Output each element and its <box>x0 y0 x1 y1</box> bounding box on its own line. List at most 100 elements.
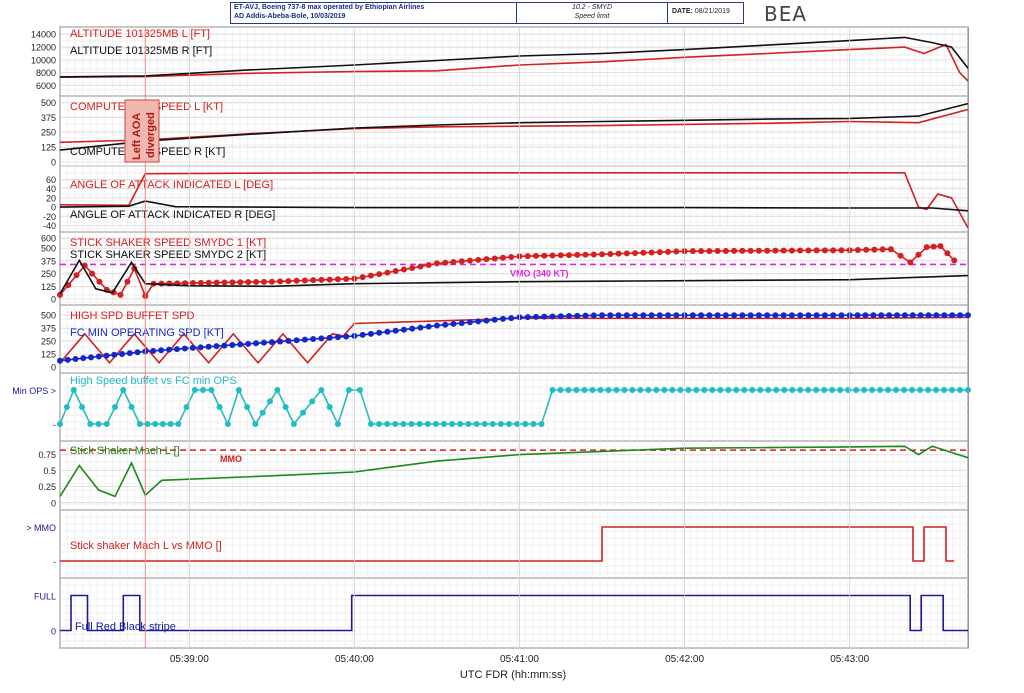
y-tick-label: 12000 <box>31 43 56 53</box>
data-point <box>733 387 740 393</box>
data-point <box>821 247 828 254</box>
y-tick-label: 250 <box>41 269 56 279</box>
series-label: ANGLE OF ATTACK INDICATED R [DEG] <box>70 209 275 221</box>
data-point <box>221 342 228 349</box>
data-point <box>158 347 165 354</box>
data-point <box>409 264 416 271</box>
data-point <box>722 247 729 254</box>
series-label: HIGH SPD BUFFET SPD <box>70 310 195 322</box>
data-point <box>237 279 244 286</box>
data-point <box>861 387 868 393</box>
data-point <box>949 387 956 393</box>
data-point <box>685 387 692 393</box>
data-point <box>310 277 317 284</box>
data-point <box>623 312 630 319</box>
y-tick-label: 0 <box>51 158 56 168</box>
data-point <box>877 387 884 393</box>
y-tick-label: 500 <box>41 311 56 321</box>
data-point <box>252 421 259 427</box>
data-point <box>326 404 333 410</box>
data-point <box>755 312 762 319</box>
data-point <box>533 252 540 259</box>
data-point <box>259 409 266 416</box>
data-point <box>318 387 325 393</box>
data-point <box>260 339 267 346</box>
data-point <box>599 312 606 319</box>
data-point <box>400 326 407 333</box>
data-point <box>229 279 236 286</box>
data-point <box>189 280 196 287</box>
data-point <box>739 247 746 254</box>
data-point <box>213 279 220 286</box>
data-point <box>359 274 366 281</box>
data-point <box>533 313 540 320</box>
data-point <box>717 387 724 393</box>
series-label: STICK SHAKER SPEED SMYDC 2 [KT] <box>70 249 266 261</box>
y-tick-label: 8000 <box>36 68 56 78</box>
data-point <box>709 387 716 393</box>
y-tick-label: 0.5 <box>43 466 56 476</box>
data-point <box>356 387 363 393</box>
data-point <box>274 387 281 393</box>
data-point <box>301 336 308 343</box>
y-tick-label: 125 <box>41 143 56 153</box>
data-point <box>541 313 548 320</box>
data-point <box>885 387 892 393</box>
y-tick-label: 125 <box>41 350 56 360</box>
data-point <box>648 312 655 319</box>
data-point <box>183 404 190 410</box>
data-point <box>615 250 622 257</box>
y-tick-label: 0 <box>51 627 56 637</box>
series-line <box>59 387 968 427</box>
data-point <box>409 325 416 332</box>
data-point <box>673 312 680 319</box>
data-point <box>698 312 705 319</box>
data-point <box>574 312 581 319</box>
series-label: Stick Shaker Mach L [] <box>70 445 180 457</box>
data-point <box>367 272 374 279</box>
annotation-box <box>124 99 160 163</box>
data-point <box>901 312 908 319</box>
data-point <box>117 291 124 298</box>
y-tick-label: 60 <box>46 175 56 185</box>
data-point <box>111 351 118 358</box>
y-tick-label: FULL <box>34 592 56 602</box>
date-label: DATE: <box>672 8 693 15</box>
x-tick-label: 05:43:00 <box>830 654 869 665</box>
data-point <box>854 247 861 254</box>
data-point <box>253 340 260 347</box>
data-point <box>522 421 529 427</box>
data-point <box>508 315 515 322</box>
data-point <box>376 271 383 278</box>
data-point <box>475 318 482 325</box>
data-point <box>475 256 482 263</box>
data-point <box>557 252 564 259</box>
data-point <box>473 421 480 427</box>
y-tick-label: 10000 <box>31 55 56 65</box>
data-point <box>57 357 63 364</box>
data-point <box>466 257 473 264</box>
data-point <box>566 252 573 259</box>
data-point <box>497 421 504 427</box>
data-point <box>197 279 204 286</box>
data-point <box>725 387 732 393</box>
data-point <box>88 354 95 361</box>
y-tick-label: 375 <box>41 256 56 266</box>
y-tick-label: 20 <box>46 193 56 203</box>
data-point <box>244 404 251 410</box>
data-point <box>957 387 964 393</box>
data-point <box>458 320 465 327</box>
data-point <box>637 387 644 393</box>
data-point <box>772 312 779 319</box>
data-point <box>318 276 325 283</box>
data-point <box>894 312 901 319</box>
data-point <box>282 404 289 410</box>
data-point <box>629 387 636 393</box>
data-point <box>813 247 820 254</box>
data-point <box>949 312 956 319</box>
data-point <box>224 421 231 427</box>
data-point <box>645 387 652 393</box>
data-point <box>103 352 110 359</box>
data-point <box>613 387 620 393</box>
data-point <box>197 344 204 351</box>
